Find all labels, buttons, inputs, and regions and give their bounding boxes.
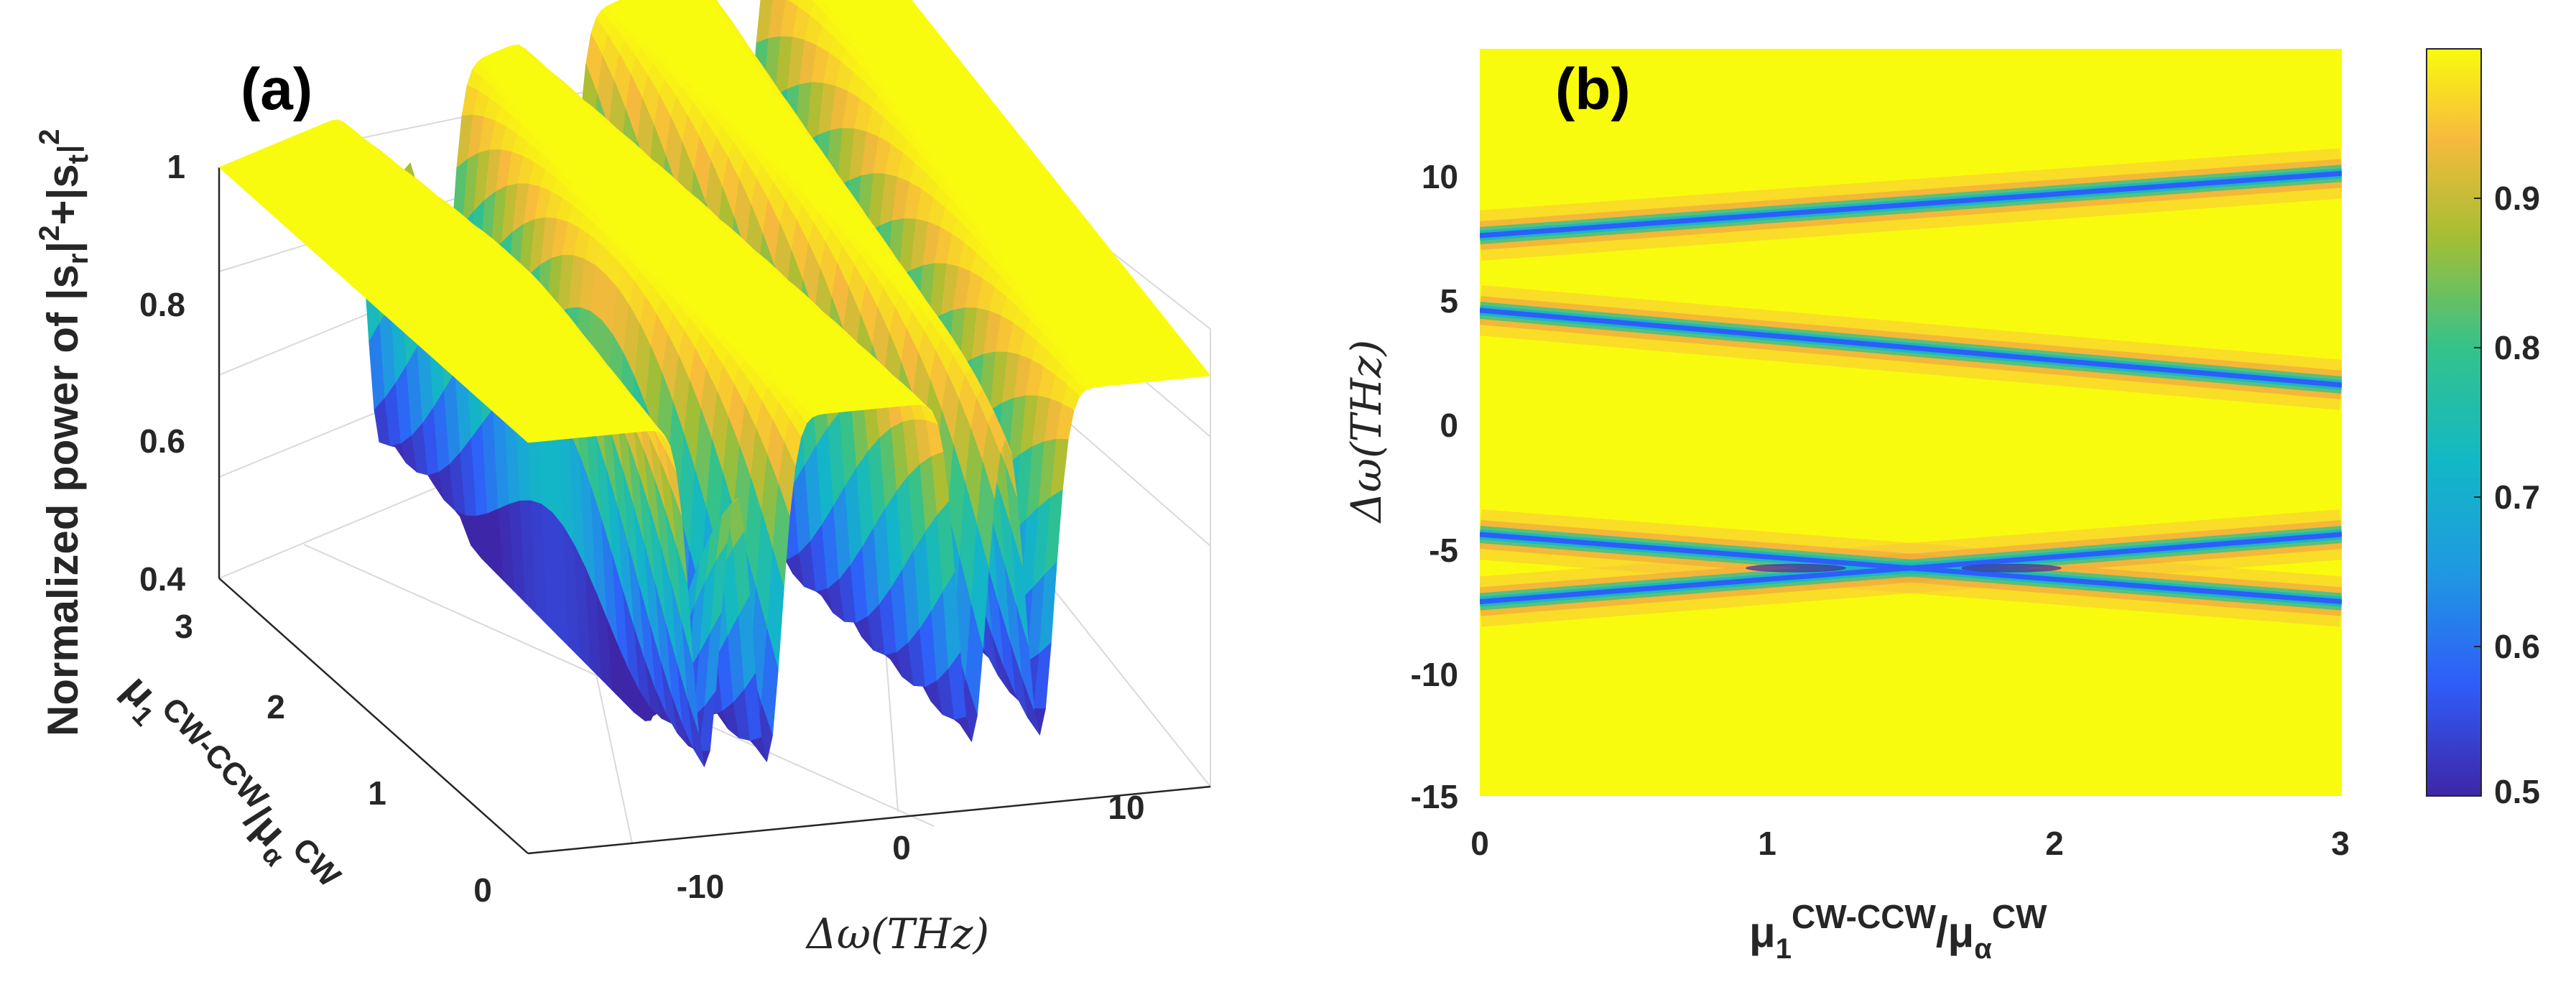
colorbar-ticks: 0.9 0.8 0.7 0.6 0.5 [2474, 180, 2540, 810]
panel-b-heatmap-plot: 10 5 0 -5 -10 -15 0 1 2 3 Δω(THz) μ1CW-C… [1342, 48, 2540, 965]
resonance-band-middle-branch [1480, 307, 2342, 388]
panel-a-z-axis-label: Normalized power of |sr|2+|st|2 [34, 129, 94, 736]
heatmap-bands [1480, 148, 2342, 627]
colorbar-tick-label: 0.6 [2494, 628, 2540, 665]
resonance-band-lower-branch-b [1480, 532, 2342, 605]
z-tick-label: 0.6 [139, 422, 185, 460]
resonance-band-upper-branch [1480, 170, 2342, 238]
panel-a-label: (a) [241, 57, 312, 122]
z-tick-label: 0.8 [139, 286, 185, 323]
x-tick-label: 10 [1108, 789, 1144, 826]
panel-b-label: (b) [1555, 57, 1631, 122]
panel-b-x-axis-label: μ1CW-CCW/μαCW [1749, 898, 2047, 965]
y-tick-label: 2 [267, 688, 285, 726]
surface-patch [811, 0, 820, 4]
x-tick-label: -10 [677, 868, 724, 905]
x-tick-label: 0 [892, 829, 911, 866]
x-tick-label: 3 [2331, 825, 2350, 862]
colorbar-tick-label: 0.8 [2494, 329, 2540, 366]
y-tick-label: 5 [1440, 282, 1458, 320]
y-tick-label: 0 [473, 871, 492, 909]
resonance-minimum [1961, 563, 2062, 573]
panel-b-y-ticks: 10 5 0 -5 -10 -15 [1411, 158, 1458, 815]
panel-b-x-ticks: 0 1 2 3 [1470, 825, 2350, 862]
y-tick-label: 1 [368, 774, 386, 812]
y-tick-label: 3 [175, 608, 193, 645]
y-tick-label: -5 [1429, 532, 1458, 569]
z-tick-label: 0.4 [139, 560, 185, 598]
z-tick-label: 1 [167, 148, 185, 185]
x-tick-label: 2 [2045, 825, 2064, 862]
panel-a-y-axis-label: μ1CW-CCW/μαCW [108, 661, 348, 911]
y-tick-label: -15 [1411, 778, 1458, 815]
y-tick-label: 0 [1440, 407, 1458, 444]
panel-b-y-axis-label: Δω(THz) [1342, 340, 1391, 524]
resonance-minimum [1746, 563, 1846, 573]
surface-patch [516, 432, 534, 443]
panel-a-surface-plot: 1 0.8 0.6 0.4 3 2 1 0 -10 0 10 Normalize… [34, 0, 1211, 958]
colorbar-tick-label: 0.7 [2494, 478, 2540, 516]
colorbar-tick-label: 0.9 [2494, 180, 2540, 217]
panel-a-surface [218, 0, 1211, 768]
colorbar: 0.9 0.8 0.7 0.6 0.5 [2426, 48, 2540, 810]
x-tick-label: 1 [1758, 825, 1776, 862]
colorbar-tick-label: 0.5 [2494, 773, 2540, 810]
panel-a-y-ticks: 3 2 1 0 [175, 608, 492, 909]
panel-a-x-ticks: -10 0 10 [677, 789, 1145, 905]
y-tick-label: 10 [1422, 158, 1458, 195]
colorbar-gradient [2426, 48, 2482, 797]
x-tick-label: 0 [1470, 825, 1489, 862]
y-tick-label: -10 [1411, 656, 1458, 693]
panel-a-x-axis-label: Δω(THz) [805, 909, 989, 958]
panel-a-z-ticks: 1 0.8 0.6 0.4 [139, 148, 185, 598]
